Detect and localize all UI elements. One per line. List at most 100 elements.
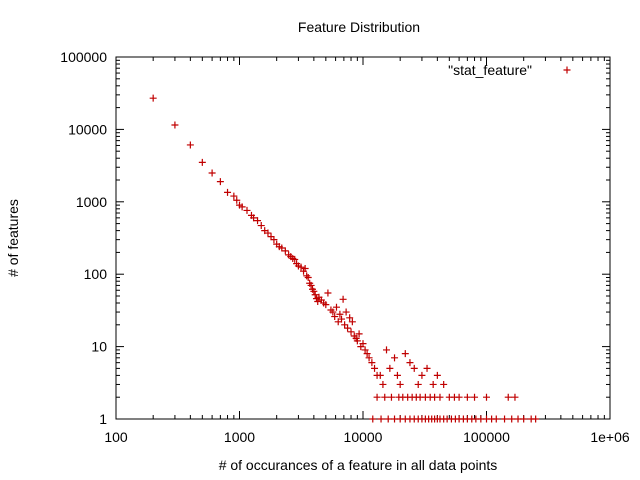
data-point — [348, 318, 356, 326]
y-axis: 1 10 100 1000 10000 100000 — [60, 49, 610, 427]
data-point — [303, 272, 311, 280]
data-point — [238, 203, 246, 211]
data-point — [359, 340, 367, 348]
legend-marker-plus — [563, 66, 571, 74]
data-point — [171, 121, 179, 129]
y-tick-label: 10 — [91, 339, 107, 355]
data-point — [511, 393, 519, 401]
data-point — [429, 380, 437, 388]
x-tick-label: 10000 — [344, 429, 383, 445]
data-point — [471, 393, 479, 401]
legend: "stat_feature" — [448, 62, 571, 78]
x-tick-label: 1000 — [224, 429, 255, 445]
data-point — [198, 158, 206, 166]
data-point — [418, 371, 426, 379]
data-point — [329, 308, 337, 316]
data-point — [386, 364, 394, 372]
y-tick-label: 100000 — [60, 49, 107, 65]
data-point — [230, 192, 238, 200]
data-point — [270, 236, 278, 244]
data-point — [520, 415, 528, 423]
data-point — [401, 350, 409, 358]
data-point — [307, 281, 315, 289]
x-axis: 100 1000 10000 100000 1e+06 — [104, 57, 630, 445]
x-tick-label: 1e+06 — [590, 429, 630, 445]
legend-entry-label: "stat_feature" — [448, 62, 532, 78]
data-point — [149, 94, 157, 102]
x-axis-label: # of occurances of a feature in all data… — [219, 457, 498, 473]
x-tick-label: 100 — [104, 429, 128, 445]
legend-marker — [563, 66, 571, 74]
data-point — [396, 380, 404, 388]
data-point — [311, 291, 319, 299]
data-point — [339, 295, 347, 303]
data-point — [250, 214, 258, 222]
data-point — [373, 393, 381, 401]
data-point — [336, 310, 344, 318]
data-point — [344, 324, 352, 332]
data-point — [281, 247, 289, 255]
data-point — [423, 364, 431, 372]
data-point — [384, 415, 392, 423]
data-point — [501, 415, 509, 423]
x-tick-label: 100000 — [463, 429, 510, 445]
data-point — [504, 393, 512, 401]
data-point — [301, 264, 309, 272]
data-point — [508, 415, 516, 423]
data-point — [342, 308, 350, 316]
y-tick-label: 100 — [84, 266, 108, 282]
data-point — [463, 393, 471, 401]
y-axis-label: # of features — [5, 199, 21, 277]
data-point — [391, 354, 399, 362]
data-point — [291, 255, 299, 263]
data-point — [314, 297, 322, 305]
data-point — [410, 364, 418, 372]
data-point — [414, 380, 422, 388]
y-tick-label: 1000 — [76, 194, 107, 210]
data-point — [233, 196, 241, 204]
data-point — [433, 371, 441, 379]
data-point — [257, 222, 265, 230]
data-point — [186, 141, 194, 149]
data-point — [532, 415, 540, 423]
data-point — [369, 415, 377, 423]
data-point — [224, 188, 232, 196]
data-point — [347, 328, 355, 336]
data-point — [304, 274, 312, 282]
data-point — [346, 314, 354, 322]
data-point — [379, 380, 387, 388]
data-point — [383, 346, 391, 354]
data-point — [341, 321, 349, 329]
plot-frame — [115, 56, 611, 420]
data-point — [368, 359, 376, 367]
data-point — [355, 330, 363, 338]
data-point — [393, 371, 401, 379]
data-point — [216, 178, 224, 186]
data-point — [387, 393, 395, 401]
data-point — [440, 380, 448, 388]
y-tick-label: 1 — [99, 411, 107, 427]
data-point — [310, 287, 318, 295]
data-point — [363, 350, 371, 358]
data-point — [297, 263, 305, 271]
data-point — [483, 393, 490, 401]
data-point — [278, 244, 286, 252]
data-point — [264, 229, 272, 237]
data-point — [324, 289, 332, 297]
data-point — [455, 393, 463, 401]
data-point — [365, 354, 373, 362]
data-point — [332, 303, 340, 311]
data-point — [322, 301, 330, 309]
data-point — [361, 346, 369, 354]
data-point — [376, 371, 384, 379]
data-point — [377, 415, 385, 423]
data-point — [254, 217, 262, 225]
y-tick-label: 10000 — [68, 121, 107, 137]
data-points — [149, 94, 540, 423]
data-point — [243, 206, 251, 214]
data-point — [353, 337, 361, 345]
data-point — [371, 364, 379, 372]
data-point — [208, 169, 216, 177]
data-point — [406, 359, 414, 367]
